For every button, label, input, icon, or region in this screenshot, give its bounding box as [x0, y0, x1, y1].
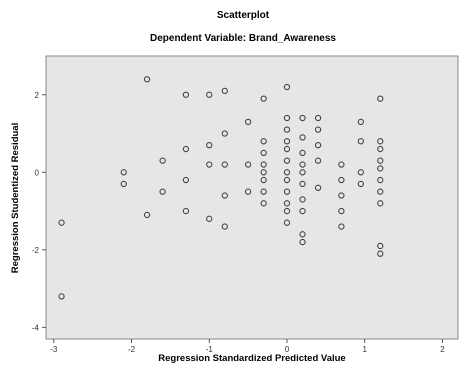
scatter-point — [283, 207, 291, 215]
chart-title: Scatterplot — [217, 10, 270, 21]
scatter-point — [244, 161, 252, 168]
scatter-point — [120, 180, 127, 188]
scatter-point — [283, 138, 291, 145]
scatter-point — [283, 200, 291, 207]
x-tick-label: 0 — [285, 345, 290, 354]
scatter-point — [283, 145, 291, 153]
scatter-point — [182, 207, 190, 215]
scatter-point — [299, 196, 306, 203]
scatter-point — [377, 165, 384, 172]
scatter-point — [338, 207, 345, 215]
scatter-point — [58, 219, 65, 226]
scatter-point — [283, 114, 291, 122]
scatter-point — [159, 157, 166, 164]
scatter-point — [283, 169, 291, 176]
scatter-point — [182, 145, 190, 153]
scatter-point — [221, 130, 228, 137]
scatter-point — [299, 207, 306, 215]
scatter-point — [244, 188, 252, 195]
x-axis-label: Regression Standardized Predicted Value — [158, 353, 345, 364]
scatter-point — [299, 149, 306, 157]
scatter-point — [377, 176, 384, 184]
scatter-point — [260, 95, 267, 102]
scatter-point — [377, 157, 384, 164]
scatter-point — [377, 188, 384, 195]
scatter-point — [143, 211, 151, 219]
scatter-point — [299, 114, 306, 122]
scatter-point — [283, 126, 291, 133]
scatter-point — [299, 231, 306, 238]
scatter-point — [377, 242, 384, 250]
scatter-point — [159, 188, 166, 195]
scatter-point — [357, 118, 364, 126]
scatter-point — [206, 142, 213, 149]
scatter-point — [283, 219, 291, 226]
scatter-point — [283, 188, 291, 195]
scatter-point — [377, 138, 384, 145]
scatter-point — [143, 76, 151, 83]
scatter-point — [260, 188, 267, 195]
scatter-point — [221, 161, 228, 168]
scatter-point — [260, 200, 267, 207]
scatter-point — [377, 250, 384, 257]
scatter-point — [260, 169, 267, 176]
scatter-point — [283, 176, 291, 184]
scatter-point — [244, 118, 252, 126]
scatter-point — [299, 238, 306, 246]
scatter-point — [260, 138, 267, 145]
chart-subtitle: Dependent Variable: Brand_Awareness — [150, 33, 336, 44]
scatter-point — [314, 142, 322, 149]
x-tick-label: 2 — [440, 345, 445, 354]
scatter-point — [260, 149, 267, 157]
scatter-point — [357, 169, 364, 176]
y-tick-label: -2 — [32, 246, 40, 255]
scatter-point — [299, 134, 306, 141]
scatter-point — [314, 126, 322, 133]
scatter-point — [221, 223, 228, 230]
scatter-point — [221, 87, 228, 95]
scatter-point — [314, 157, 322, 164]
scatter-point — [314, 184, 322, 191]
scatter-point — [338, 192, 345, 199]
y-tick-label: 2 — [35, 91, 40, 100]
axis-ticks: -3 -2 -1 0 1 2 -4 -2 0 2 — [32, 91, 445, 354]
scatter-point — [377, 95, 384, 102]
y-tick-label: 0 — [35, 168, 40, 177]
scatter-point — [338, 161, 345, 168]
scatter-point — [260, 161, 267, 168]
scatter-point — [120, 169, 127, 176]
scatter-point — [357, 138, 364, 145]
scatter-point — [206, 161, 213, 168]
scatter-point — [58, 293, 65, 300]
data-points — [58, 76, 384, 300]
y-tick-label: -4 — [32, 323, 40, 332]
x-tick-label: -1 — [206, 345, 214, 354]
scatter-point — [283, 83, 291, 91]
scatter-point — [377, 200, 384, 207]
x-tick-label: -2 — [128, 345, 136, 354]
y-axis-label: Regression Studentized Residual — [10, 123, 21, 273]
scatter-point — [260, 176, 267, 184]
x-tick-label: 1 — [362, 345, 367, 354]
scatter-point — [299, 180, 306, 188]
scatter-point — [338, 223, 345, 230]
scatter-point — [377, 145, 384, 153]
scatter-point — [299, 161, 306, 168]
x-tick-label: -3 — [50, 345, 58, 354]
scatter-point — [206, 215, 213, 222]
scatter-point — [283, 157, 291, 164]
scatter-point — [182, 176, 190, 184]
scatter-point — [338, 176, 345, 184]
scatter-point — [357, 180, 364, 188]
scatter-point — [182, 91, 190, 98]
plot-area — [45, 55, 459, 340]
scatter-point — [221, 192, 228, 199]
scatter-point — [314, 114, 322, 122]
scatter-point — [299, 169, 306, 176]
scatter-point — [206, 91, 213, 98]
